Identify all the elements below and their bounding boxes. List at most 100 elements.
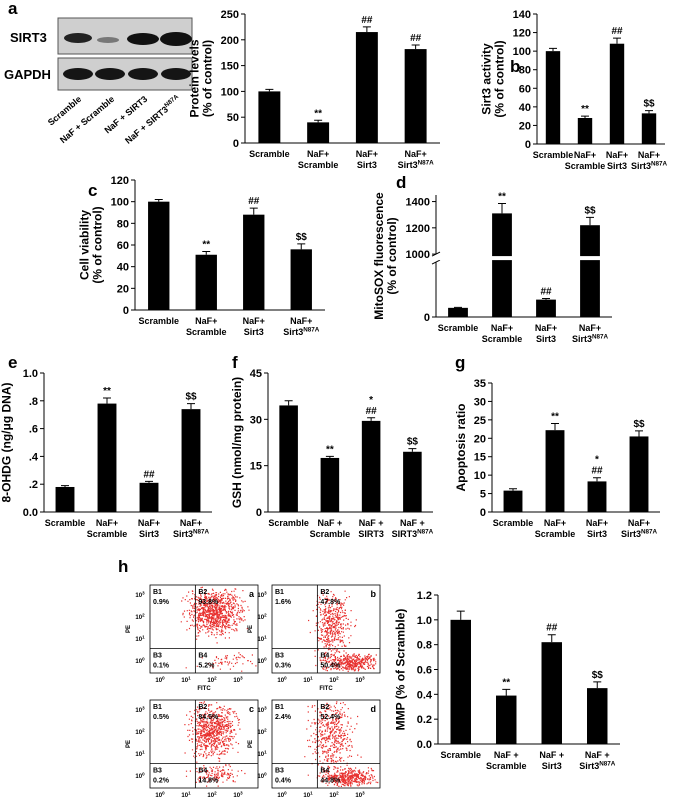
y-axis-label: Cell viability — [78, 210, 92, 280]
significance-mark: ## — [410, 33, 422, 44]
flow-y-tick: 100 — [135, 657, 145, 666]
y-axis-label: (% of control) — [385, 217, 399, 294]
significance-mark: ** — [581, 104, 589, 115]
flow-frame — [149, 584, 259, 674]
quadrant-id: B3 — [275, 767, 284, 774]
panel-label: h — [118, 557, 128, 576]
flow-y-tick: 102 — [257, 613, 267, 622]
y-axis-label: MMP (% of Scramble) — [394, 609, 408, 731]
tick-base: 10 — [207, 793, 214, 799]
tick-base: 10 — [257, 615, 264, 621]
x-tick-label: NaF+ — [628, 518, 650, 528]
tick-base: 10 — [257, 730, 264, 736]
tick-base: 10 — [135, 659, 142, 665]
significance-mark: ** — [502, 677, 510, 688]
x-tick-label-sup: N87A — [592, 333, 609, 340]
y-tick-label: 1.0 — [417, 615, 432, 627]
y-tick-label: 0.4 — [417, 689, 433, 701]
bar — [577, 118, 593, 144]
x-tick-label: Scramble — [440, 750, 481, 760]
significance-mark: ** — [314, 108, 322, 119]
y-tick-label: 80 — [519, 65, 531, 77]
y-tick-label: 20 — [117, 283, 129, 295]
tick-base: 10 — [233, 678, 240, 684]
y-tick-label: 30 — [474, 396, 486, 408]
flow-x-tick: 101 — [181, 676, 191, 685]
flow-x-tick: 102 — [329, 676, 339, 685]
y-tick-label: 0.0 — [23, 507, 38, 519]
error-bar — [202, 251, 211, 255]
tick-exp: 1 — [142, 750, 145, 755]
bar — [503, 490, 523, 512]
bar — [609, 43, 625, 144]
tick-base: 10 — [303, 793, 310, 799]
x-tick-label: Sirt3N87A — [173, 528, 210, 539]
quadrant-id: B3 — [153, 652, 162, 659]
y-tick-label: .6 — [29, 424, 38, 436]
y-tick-label: .2 — [29, 479, 38, 491]
error-bar — [645, 110, 653, 114]
x-tick-label-base: Sirt3 — [173, 529, 193, 539]
y-tick-label: 100 — [221, 86, 239, 98]
panel-label: b — [510, 57, 520, 76]
tick-exp: 0 — [142, 657, 145, 662]
tick-base: 10 — [303, 678, 310, 684]
tick-exp: 2 — [142, 728, 145, 733]
quadrant-id: B4 — [198, 767, 207, 774]
tick-base: 10 — [277, 678, 284, 684]
flow-y-tick: 103 — [257, 706, 267, 715]
flow-x-tick: 101 — [303, 791, 313, 800]
significance-mark: ** — [326, 444, 334, 455]
significance-mark: ## — [540, 287, 552, 298]
x-tick-label-base: SIRT3 — [392, 529, 418, 539]
bar — [450, 619, 471, 744]
flow-letter: d — [371, 704, 377, 714]
y-tick-label: 40 — [519, 102, 531, 114]
flow-y-tick: 101 — [135, 635, 145, 644]
error-bar — [542, 298, 550, 300]
tick-exp: 3 — [264, 706, 267, 711]
y-tick-label: 0 — [256, 507, 262, 519]
flow-letter: b — [371, 589, 377, 599]
x-tick-label: Sirt3 — [139, 529, 159, 539]
significance-mark: $$ — [643, 99, 655, 110]
blot-band — [97, 37, 119, 43]
error-bar — [408, 448, 417, 452]
y-tick-label: 15 — [474, 452, 486, 464]
flow-dots — [184, 701, 246, 787]
error-bar — [249, 207, 258, 215]
significance-mark: ## — [143, 469, 155, 480]
significance-mark: $$ — [185, 392, 197, 403]
bar — [629, 436, 649, 512]
flow-letter: a — [249, 589, 255, 599]
quadrant-pct: 50.4% — [320, 662, 341, 669]
significance-mark: $$ — [633, 419, 645, 430]
x-tick-label: Scramble — [310, 529, 351, 539]
flow-y-label: PE — [248, 625, 254, 633]
error-bar — [586, 216, 594, 226]
tick-exp: 0 — [284, 791, 287, 796]
tick-base: 10 — [181, 678, 188, 684]
break-gap — [438, 256, 612, 261]
y-tick-label: .4 — [29, 451, 39, 463]
flow-x-tick: 103 — [233, 791, 243, 800]
significance-mark: $$ — [584, 205, 596, 216]
bar — [181, 409, 201, 512]
quadrant-pct: 14.8% — [198, 777, 219, 784]
x-tick-label-sup: N87A — [641, 528, 658, 535]
blot-band — [161, 68, 191, 80]
tick-base: 10 — [257, 659, 264, 665]
error-bar — [502, 688, 511, 696]
tick-base: 10 — [257, 637, 264, 643]
bar — [148, 201, 170, 310]
blot-band — [64, 33, 92, 43]
y-tick-label: 50 — [227, 112, 239, 124]
tick-exp: 3 — [240, 791, 243, 796]
x-tick-label-base: Sirt3 — [572, 334, 592, 344]
quadrant-id: B3 — [275, 652, 284, 659]
flow-x-label: FITC — [197, 686, 211, 692]
bar — [243, 214, 265, 310]
quadrant-pct: 0.3% — [275, 662, 292, 669]
x-tick-label: NaF+ — [356, 149, 378, 159]
bar — [641, 113, 657, 144]
